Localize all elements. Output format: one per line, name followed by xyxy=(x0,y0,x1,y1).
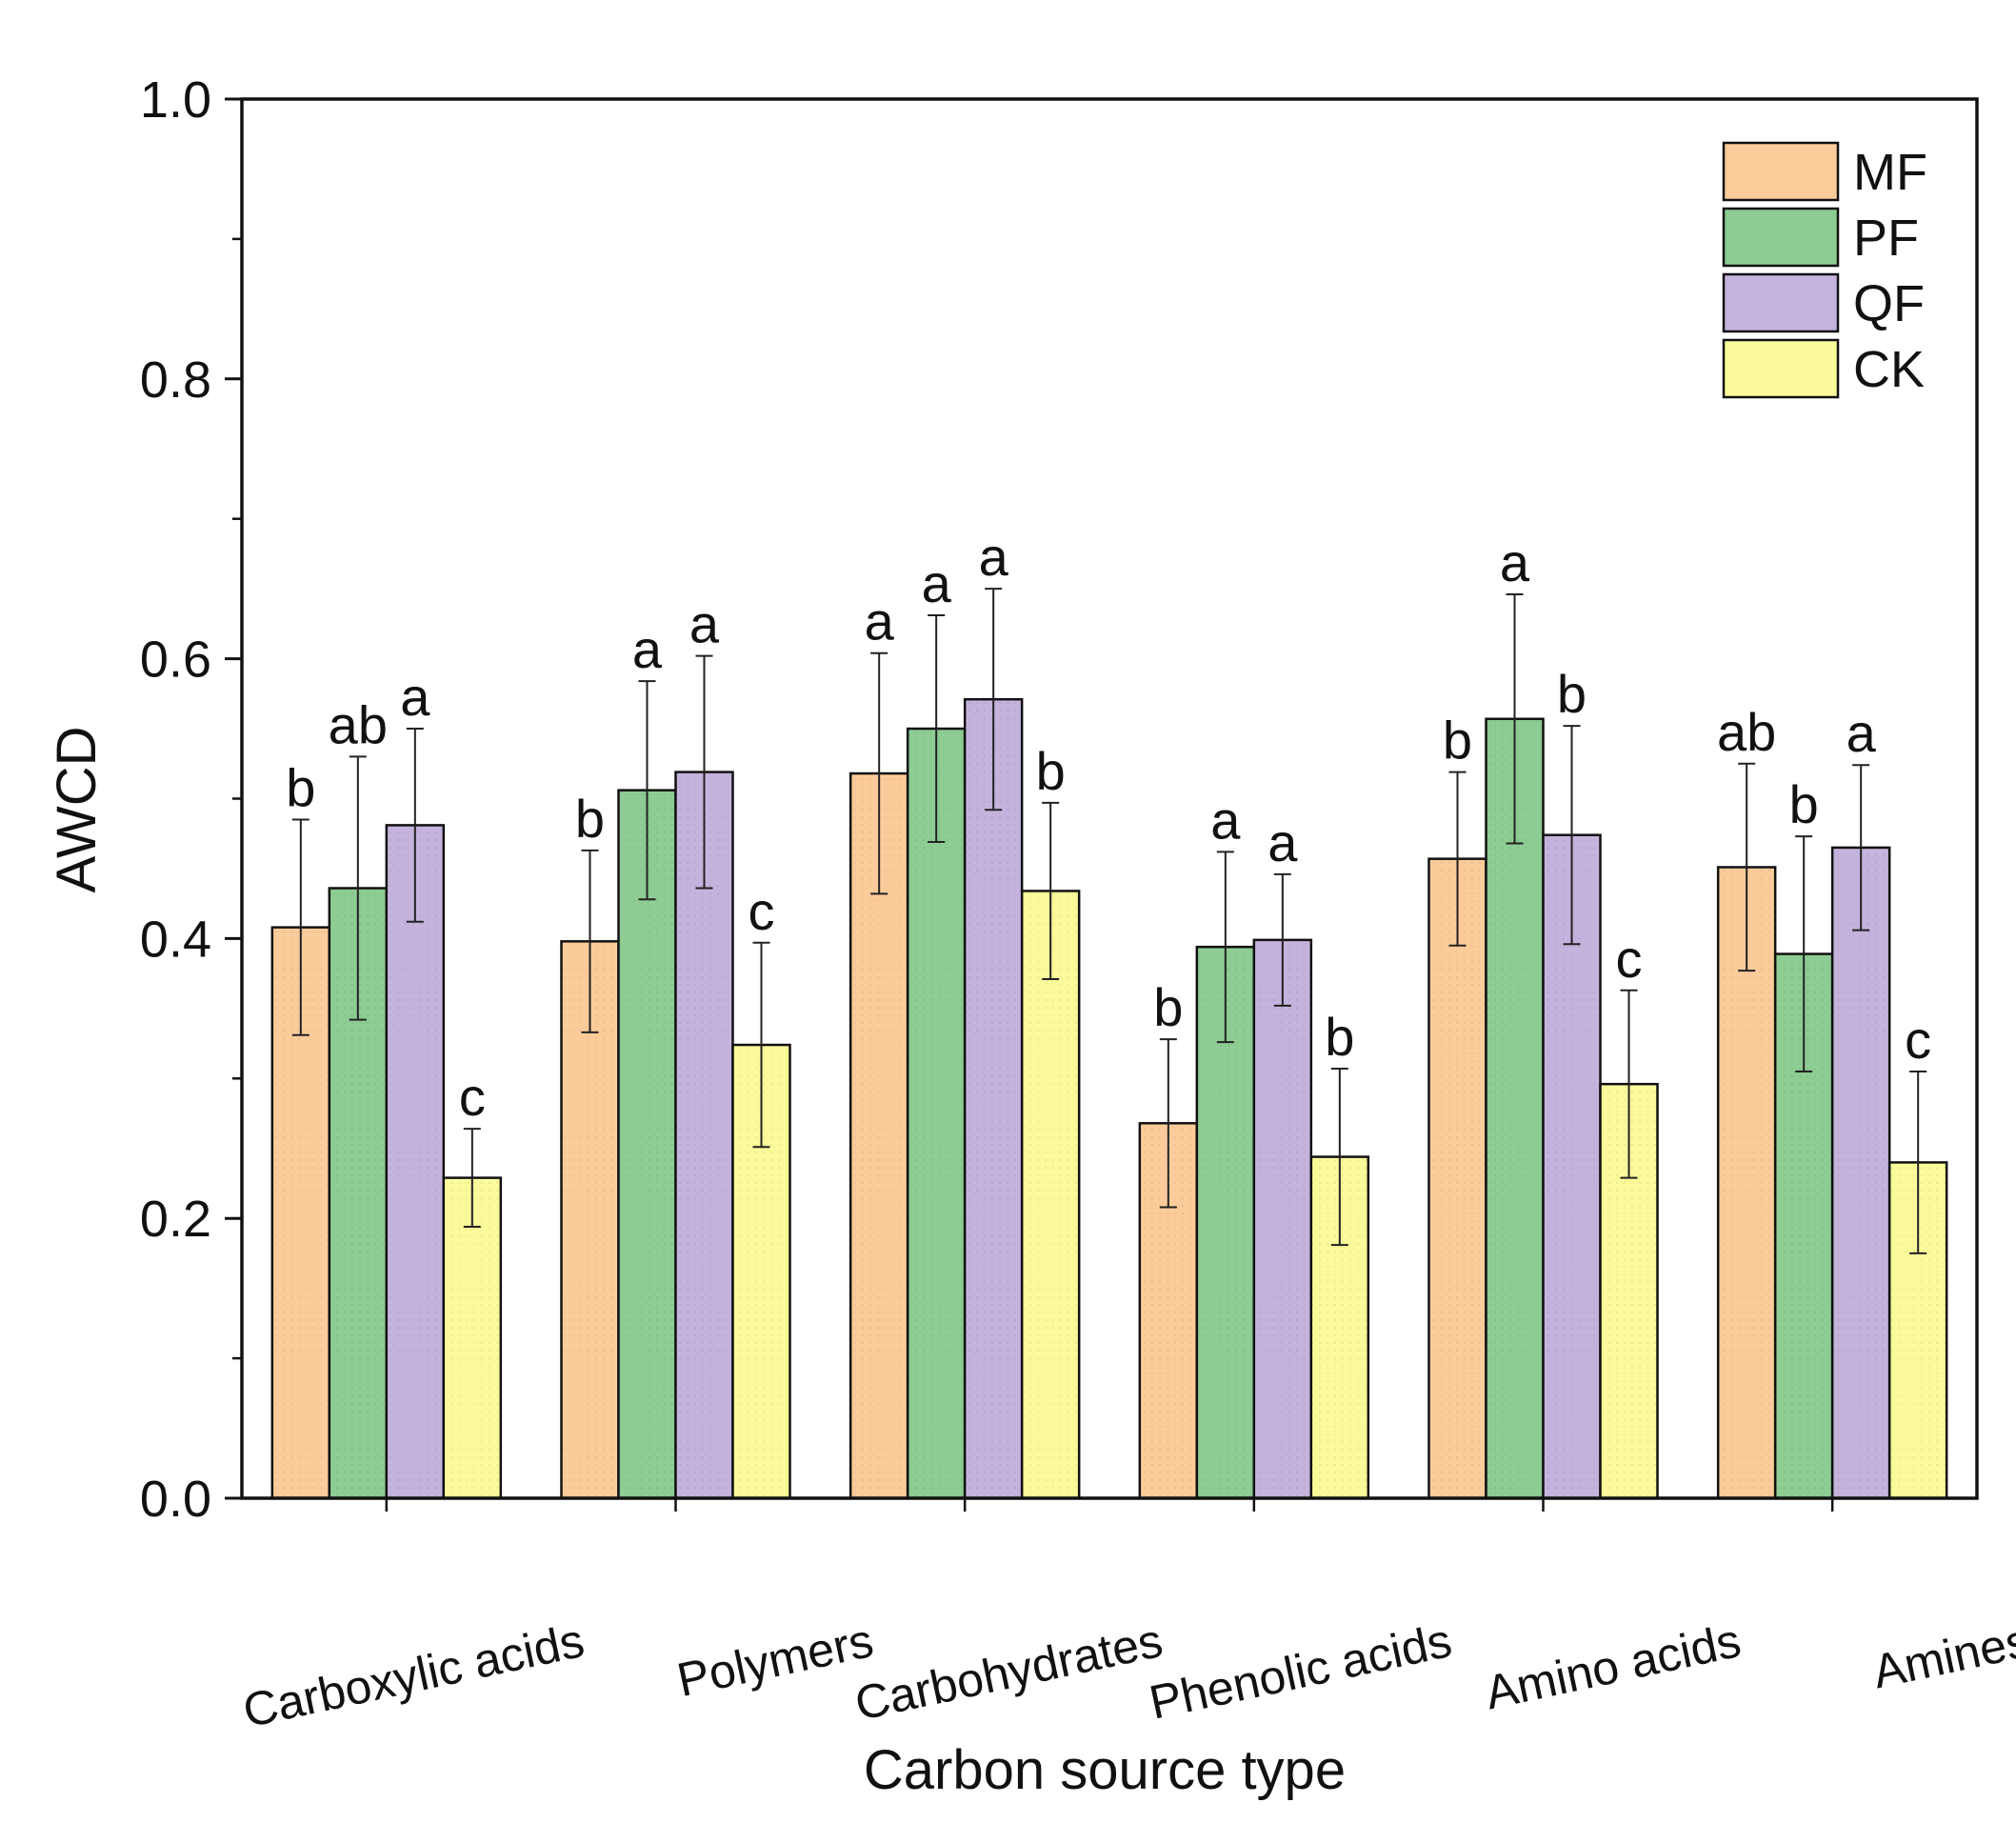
y-tick-label: 0.0 xyxy=(140,1471,211,1528)
y-tick-label: 0.8 xyxy=(140,351,211,409)
significance-letter: b xyxy=(1789,774,1819,834)
significance-letter: a xyxy=(1500,532,1530,592)
bar-texture xyxy=(1253,939,1311,1498)
bar-texture xyxy=(1428,858,1487,1498)
significance-letter: a xyxy=(1210,790,1241,850)
significance-letter: b xyxy=(1036,741,1066,801)
y-tick-label: 0.2 xyxy=(140,1191,211,1248)
significance-letter: b xyxy=(1325,1007,1354,1067)
significance-letter: c xyxy=(459,1067,486,1127)
y-tick-label: 0.4 xyxy=(140,911,211,968)
significance-letter: a xyxy=(979,527,1009,587)
significance-letter: a xyxy=(865,591,895,651)
y-axis-title: AWCD xyxy=(46,726,108,892)
significance-letter: a xyxy=(1846,703,1877,763)
legend-label-qf: QF xyxy=(1853,275,1925,332)
y-tick-label: 1.0 xyxy=(140,71,211,129)
significance-letter: a xyxy=(689,594,720,654)
legend-swatch-ck xyxy=(1722,338,1840,399)
legend-label-ck: CK xyxy=(1853,341,1925,398)
significance-letter: a xyxy=(632,619,663,679)
significance-letter: b xyxy=(1153,977,1183,1037)
legend-swatch-qf xyxy=(1722,272,1840,333)
bar-texture xyxy=(618,790,676,1498)
bar-texture xyxy=(443,1177,501,1498)
legend-swatch-pf xyxy=(1722,207,1840,268)
bar-texture xyxy=(1022,891,1080,1498)
significance-letter: b xyxy=(1557,664,1587,724)
significance-letter: b xyxy=(286,758,315,818)
significance-letter: b xyxy=(575,789,605,849)
significance-letter: ab xyxy=(329,694,388,754)
significance-letter: b xyxy=(1443,711,1472,771)
bar-texture xyxy=(675,771,733,1498)
significance-letter: c xyxy=(1616,929,1643,989)
bar-texture xyxy=(1832,847,1890,1498)
legend-label-mf: MF xyxy=(1853,144,1927,201)
significance-letter: a xyxy=(400,667,430,727)
significance-letter: c xyxy=(749,881,775,941)
bar-texture xyxy=(965,699,1023,1498)
bar-texture xyxy=(1718,867,1776,1498)
bar-texture xyxy=(1543,834,1601,1498)
significance-letter: a xyxy=(922,553,952,613)
legend-swatch-mf xyxy=(1722,141,1840,202)
legend-label-pf: PF xyxy=(1853,210,1919,267)
x-axis-title: Carbon source type xyxy=(864,1739,1346,1801)
significance-letter: c xyxy=(1905,1010,1931,1070)
significance-letter: a xyxy=(1267,812,1298,872)
y-tick-label: 0.6 xyxy=(140,631,211,689)
significance-letter: ab xyxy=(1717,702,1776,762)
legend: MF PF QF CK xyxy=(1722,141,1927,399)
bar-texture xyxy=(561,941,619,1498)
bar-texture xyxy=(908,729,966,1498)
bar-texture xyxy=(1486,718,1544,1498)
bar-texture xyxy=(386,825,444,1498)
